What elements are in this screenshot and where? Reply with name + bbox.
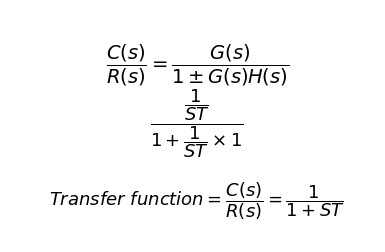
Text: $\mathit{Transfer\ function} = \dfrac{C(s)}{R(s)} = \dfrac{1}{1 + ST}$: $\mathit{Transfer\ function} = \dfrac{C(… [49, 180, 345, 222]
Text: $\dfrac{\dfrac{1}{ST}}{1 + \dfrac{1}{ST} \times 1}$: $\dfrac{\dfrac{1}{ST}}{1 + \dfrac{1}{ST}… [151, 87, 244, 160]
Text: $\dfrac{C(s)}{R(s)} = \dfrac{G(s)}{1 \pm G(s)H(s)}$: $\dfrac{C(s)}{R(s)} = \dfrac{G(s)}{1 \pm… [106, 43, 289, 88]
